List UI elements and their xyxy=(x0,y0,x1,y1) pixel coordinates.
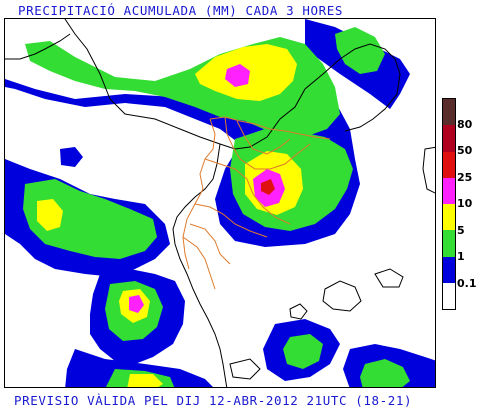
legend-label: 80 xyxy=(457,117,473,131)
precip-blue-spot-a xyxy=(60,147,83,167)
legend-color-bar xyxy=(442,98,456,310)
coastline-spain-north xyxy=(5,33,71,60)
legend-swatch xyxy=(443,230,455,257)
island-mallorca xyxy=(322,280,362,312)
legend-label: 5 xyxy=(457,223,465,237)
regional-borders xyxy=(182,116,331,290)
precip-magenta-north xyxy=(225,64,250,87)
border-pyrenees xyxy=(209,116,331,140)
island-sardinia xyxy=(422,146,435,194)
legend-label: 25 xyxy=(457,170,473,184)
precip-layer-extreme xyxy=(261,179,275,195)
legend-swatch xyxy=(443,99,455,126)
precip-green-southeast xyxy=(283,334,323,369)
legend-label: 0.1 xyxy=(457,276,477,290)
legend-swatch xyxy=(443,177,455,204)
precip-green-north xyxy=(25,37,340,137)
precip-green-west xyxy=(23,179,157,259)
border-comarques-d xyxy=(236,120,291,155)
precip-yellow-south xyxy=(127,374,163,387)
legend-swatch xyxy=(443,151,455,178)
border-comarques-a xyxy=(224,116,311,170)
forecast-validity: PREVISIO VÀLIDA PEL DIJ 12-ABR-2012 21UT… xyxy=(14,393,413,408)
border-comarques-b xyxy=(204,158,291,225)
precip-yellow-west xyxy=(37,199,63,231)
legend-swatch xyxy=(443,125,455,152)
precip-blue-south xyxy=(65,349,213,387)
coastline-spain-east xyxy=(172,143,228,387)
border-comarques-c xyxy=(194,203,268,238)
border-valencia xyxy=(182,236,216,290)
island-ibiza xyxy=(289,303,308,320)
map-title: PRECIPITACIÓ ACUMULADA (MM) CADA 3 HORES xyxy=(18,3,344,18)
islands xyxy=(229,146,435,380)
legend-swatch xyxy=(443,204,455,231)
precip-green-northeast xyxy=(335,27,385,74)
legend-label: 10 xyxy=(457,197,473,210)
border-comarques-e xyxy=(189,223,231,265)
legend-swatch xyxy=(443,256,455,283)
island-menorca xyxy=(374,268,404,288)
precip-green-east xyxy=(360,359,410,387)
legend-label: 50 xyxy=(457,144,473,157)
precipitation-map xyxy=(4,18,436,388)
legend-label: 1 xyxy=(457,250,465,263)
island-africa-coast xyxy=(229,358,261,380)
border-catalonia-aragon xyxy=(182,118,216,270)
coastline-french xyxy=(64,19,401,150)
legend-swatch xyxy=(443,282,455,309)
precipitation-legend: 80 50 25 10 5 1 0.1 xyxy=(442,98,478,310)
coastline xyxy=(5,19,401,387)
precip-red-center xyxy=(261,179,275,195)
precip-magenta-southwest xyxy=(129,295,144,313)
